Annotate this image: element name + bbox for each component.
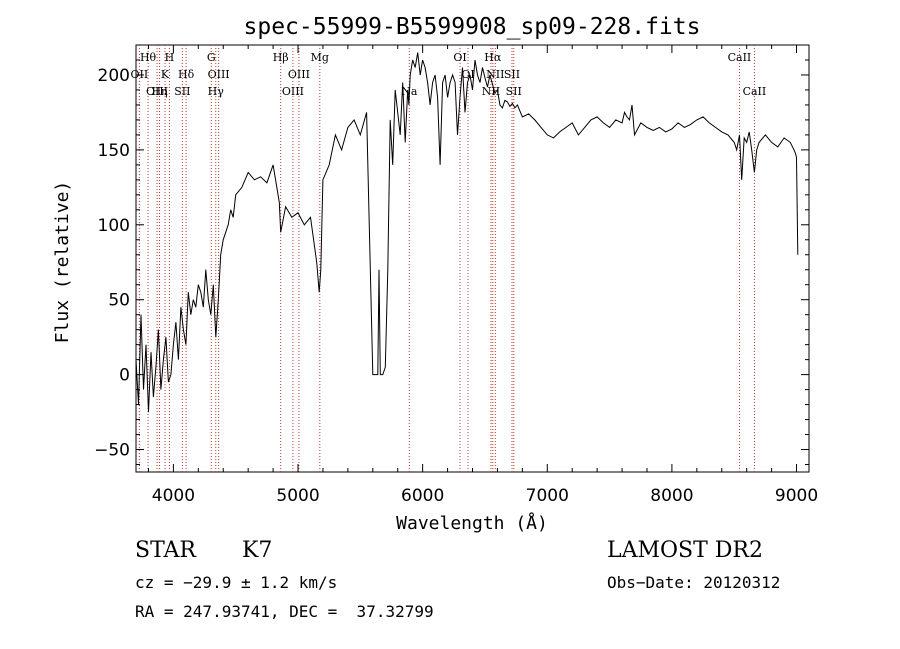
marker-label-7: SII [174,85,190,98]
marker-label-13: OIII [288,68,310,81]
x-tick-label-1: 5000 [276,486,319,506]
marker-label-11: Hβ [273,51,289,64]
marker-label-22: SII [506,85,522,98]
spectrum-line [135,52,799,413]
y-axis-label: Flux (relative) [52,181,73,344]
marker-label-18: NII [482,85,500,98]
x-tick-label-4: 8000 [650,486,693,506]
marker-label-3: Hη [151,85,167,98]
marker-label-24: CaII [743,85,767,98]
chart-title: spec-55999-B5599908_sp09-228.fits [244,14,701,40]
y-tick-label-3: 100 [98,216,130,236]
y-tick-label-1: 0 [119,366,130,386]
y-tick-label-0: −50 [94,441,130,461]
marker-label-6: Hδ [178,68,195,81]
x-axis-ticks: 4000 5000 6000 7000 8000 9000 [147,45,818,506]
x-tick-label-5: 9000 [775,486,818,506]
marker-label-4: K [161,68,170,81]
spectrum-chart: spec-55999-B5599908_sp09-228.fits Flux (… [52,14,818,534]
survey-name: LAMOST DR2 [607,538,763,563]
x-axis-label: Wavelength (Å) [396,512,548,534]
marker-label-23: CaII [728,51,752,64]
y-axis-ticks: −50 0 50 100 150 200 [94,59,809,466]
marker-label-19: Hα [484,51,502,64]
object-subclass: K7 [242,538,273,563]
marker-label-10: OIII [208,68,230,81]
marker-label-16: OI [453,51,466,64]
x-tick-label-3: 7000 [526,486,569,506]
y-tick-label-2: 50 [108,291,130,311]
coordinates-readout: RA = 247.93741, DEC = 37.32799 [135,602,434,621]
x-tick-label-2: 6000 [401,486,444,506]
object-class: STAR [135,538,196,563]
marker-label-21: SII [504,68,520,81]
redshift-readout: cz = −29.9 ± 1.2 km/s [135,573,338,592]
x-tick-label-0: 4000 [152,486,195,506]
marker-label-12: OIII [282,85,304,98]
marker-label-17: OI [461,68,474,81]
plot-frame [135,44,810,473]
y-tick-label-5: 200 [98,66,130,86]
marker-label-9: Hγ [208,85,225,98]
marker-label-2: OIII [146,85,168,98]
marker-label-14: Mg [311,51,329,64]
marker-label-0: Hθ [140,51,157,64]
marker-label-8: G [207,51,216,64]
y-tick-label-4: 150 [98,141,130,161]
marker-label-5: H [165,51,175,64]
spectral-line-markers [138,45,755,472]
observation-date: Obs−Date: 20120312 [607,573,781,592]
